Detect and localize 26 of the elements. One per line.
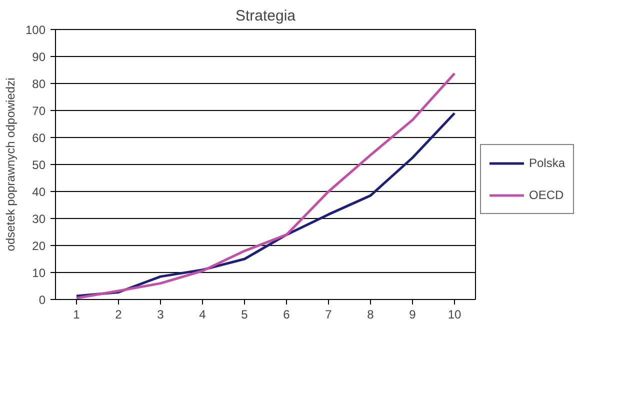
- x-tick-label: 2: [115, 308, 122, 322]
- y-tick-label: 100: [25, 23, 46, 37]
- y-tick-label: 40: [32, 185, 46, 199]
- y-tick-label: 0: [38, 293, 46, 307]
- x-tick-label: 3: [157, 308, 164, 322]
- legend-label: Polska: [529, 156, 566, 170]
- chart-title: Strategia: [235, 8, 296, 24]
- x-tick-label: 10: [448, 308, 462, 322]
- x-tick-label: 8: [367, 308, 374, 322]
- legend-label: OECD: [529, 188, 564, 202]
- y-tick-label: 80: [32, 77, 46, 91]
- y-tick-label: 50: [32, 158, 46, 172]
- y-tick-label: 10: [32, 266, 46, 280]
- x-tick-label: 6: [283, 308, 290, 322]
- x-tick-label: 5: [241, 308, 248, 322]
- y-tick-label: 60: [32, 131, 46, 145]
- x-tick-label: 7: [325, 308, 332, 322]
- y-tick-label: 70: [32, 104, 46, 118]
- y-tick-label: 90: [32, 50, 46, 64]
- y-tick-label: 20: [32, 239, 46, 253]
- x-tick-label: 1: [73, 308, 80, 322]
- x-tick-label: 4: [199, 308, 206, 322]
- y-axis-title: odsetek poprawnych odpowiedzi: [3, 78, 18, 252]
- y-tick-label: 30: [32, 212, 46, 226]
- x-tick-label: 9: [409, 308, 416, 322]
- line-series: [75, 72, 456, 300]
